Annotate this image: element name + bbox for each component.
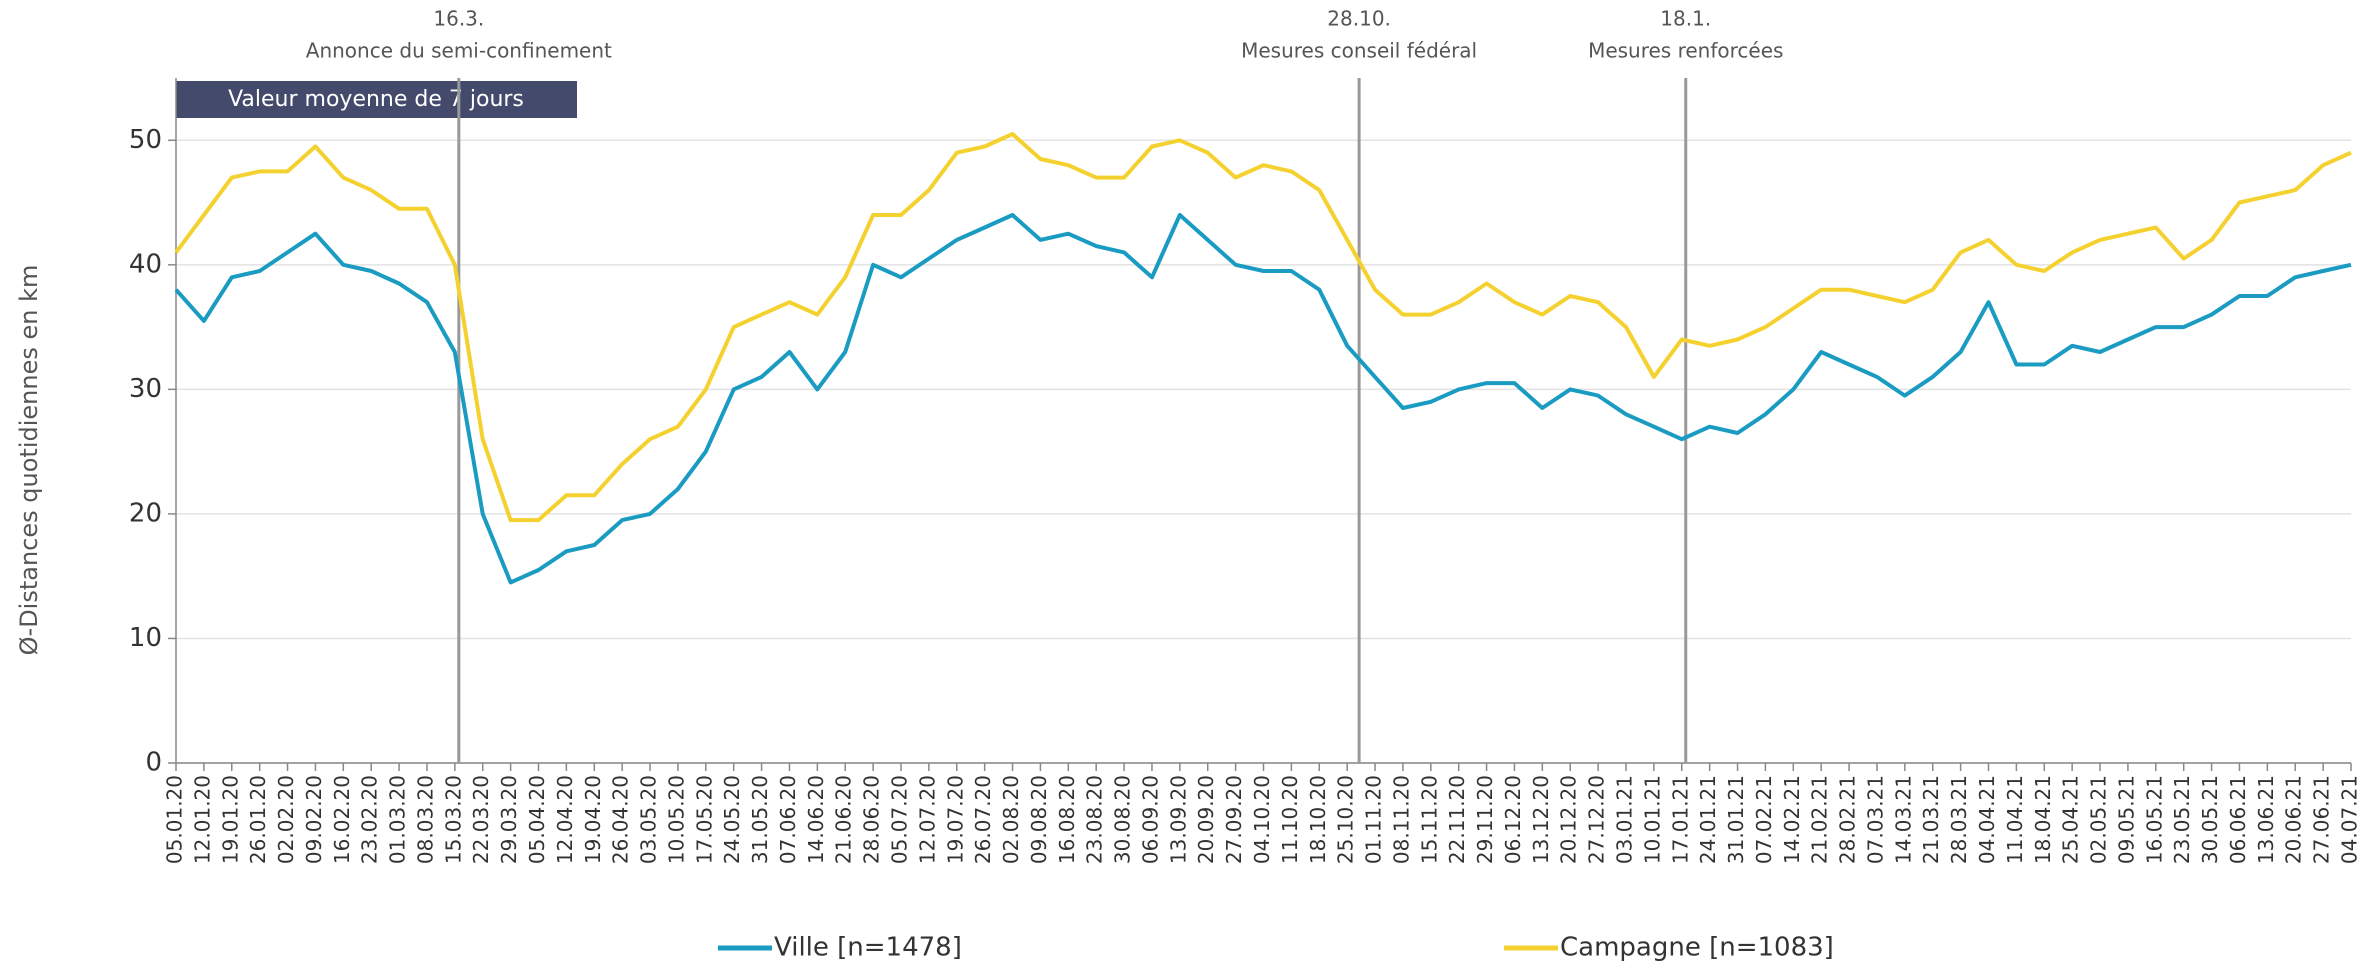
subtitle-box [176,81,577,118]
x-tick-label: 02.02.20 [274,775,298,864]
x-tick-label: 23.02.20 [358,775,382,864]
x-tick-label: 12.07.20 [915,775,939,864]
legend-label: Ville [n=1478] [774,933,962,963]
x-tick-label: 27.06.21 [2310,775,2334,864]
x-tick-label: 27.09.20 [1222,775,1246,864]
x-tick-label: 03.01.21 [1613,775,1637,864]
x-tick-label: 19.07.20 [943,775,967,864]
x-tick-label: 17.05.20 [692,775,716,864]
x-tick-label: 21.02.21 [1808,775,1832,864]
x-tick-label: 08.11.20 [1389,775,1413,864]
x-tick-label: 13.12.20 [1529,775,1553,864]
x-tick-label: 26.04.20 [609,775,633,864]
x-tick-label: 15.11.20 [1417,775,1441,864]
x-tick-label: 14.02.21 [1780,775,1804,864]
x-tick-label: 01.11.20 [1362,775,1386,864]
y-axis-label: Ø-Distances quotidiennes en km [15,265,43,656]
x-tick-label: 10.05.20 [664,775,688,864]
subtitle: Valeur moyenne de 7 jours [228,87,524,112]
x-tick-label: 16.08.20 [1055,775,1079,864]
x-tick-label: 06.06.21 [2226,775,2250,864]
x-tick-label: 07.03.21 [1863,775,1887,864]
annotation-date: 28.10. [1327,7,1391,31]
x-tick-label: 26.07.20 [971,775,995,864]
x-tick-label: 16.02.20 [330,775,354,864]
annotation-text: Annonce du semi-confinement [306,39,612,63]
annotation-date: 18.1. [1660,7,1711,31]
x-tick-label: 06.12.20 [1501,775,1525,864]
x-tick-label: 28.06.20 [860,775,884,864]
x-tick-label: 13.06.21 [2254,775,2278,864]
x-tick-label: 08.03.20 [413,775,437,864]
x-tick-label: 31.01.21 [1724,775,1748,864]
x-tick-label: 13.09.20 [1166,775,1190,864]
x-tick-label: 19.04.20 [581,775,605,864]
x-tick-label: 27.12.20 [1585,775,1609,864]
line [174,132,2352,523]
x-tick-label: 12.04.20 [553,775,577,864]
x-tick-label: 09.02.20 [302,775,326,864]
y-tick-label: 10 [129,623,162,653]
x-tick-label: 05.04.20 [525,775,549,864]
annotation-text: Mesures conseil fédéral [1241,39,1477,63]
x-tick-label: 11.04.21 [2003,775,2027,864]
x-tick-label: 05.01.20 [163,775,187,864]
x-tick-label: 28.03.21 [1947,775,1971,864]
legend-label: Campagne [n=1083] [1560,933,1834,963]
x-tick-label: 21.06.20 [832,775,856,864]
x-tick-label: 20.06.21 [2282,775,2306,864]
x-tick-label: 09.08.20 [1027,775,1051,864]
x-tick-label: 24.05.20 [720,775,744,864]
x-tick-label: 22.11.20 [1445,775,1469,864]
line [174,213,2352,585]
annotation-text: Mesures renforcées [1588,39,1783,63]
x-tick-label: 14.03.21 [1891,775,1915,864]
x-tick-label: 22.03.20 [469,775,493,864]
x-tick-label: 16.05.21 [2142,775,2166,864]
annotation-date: 16.3. [433,7,484,31]
x-tick-label: 17.01.21 [1668,775,1692,864]
y-tick-label: 20 [129,498,162,528]
x-tick-label: 07.02.21 [1752,775,1776,864]
x-tick-label: 20.12.20 [1557,775,1581,864]
x-tick-label: 04.04.21 [1975,775,1999,864]
x-tick-label: 09.05.21 [2114,775,2138,864]
x-tick-label: 02.05.21 [2087,775,2111,864]
x-tick-label: 31.05.20 [748,775,772,864]
y-tick-label: 40 [129,249,162,279]
x-tick-label: 04.07.21 [2338,775,2362,864]
x-tick-label: 18.10.20 [1306,775,1330,864]
x-tick-label: 25.04.21 [2059,775,2083,864]
x-tick-label: 26.01.20 [246,775,270,864]
x-tick-label: 23.08.20 [1083,775,1107,864]
x-tick-label: 02.08.20 [999,775,1023,864]
x-tick-label: 12.01.20 [190,775,214,864]
x-tick-label: 10.01.21 [1640,775,1664,864]
x-tick-label: 24.01.21 [1696,775,1720,864]
y-tick-label: 50 [129,125,162,155]
x-tick-label: 11.10.20 [1278,775,1302,864]
x-tick-label: 29.03.20 [497,775,521,864]
x-tick-label: 28.02.21 [1836,775,1860,864]
x-tick-label: 25.10.20 [1334,775,1358,864]
x-tick-label: 07.06.20 [776,775,800,864]
x-tick-label: 01.03.20 [386,775,410,864]
x-tick-label: 29.11.20 [1473,775,1497,864]
x-tick-label: 14.06.20 [804,775,828,864]
x-tick-label: 23.05.21 [2170,775,2194,864]
x-tick-label: 20.09.20 [1194,775,1218,864]
x-tick-label: 04.10.20 [1250,775,1274,864]
x-tick-label: 15.03.20 [441,775,465,864]
x-tick-label: 30.05.21 [2198,775,2222,864]
x-tick-label: 18.04.21 [2031,775,2055,864]
x-tick-label: 03.05.20 [637,775,661,864]
y-tick-label: 30 [129,374,162,404]
x-tick-label: 19.01.20 [218,775,242,864]
x-tick-label: 21.03.21 [1919,775,1943,864]
x-tick-label: 05.07.20 [888,775,912,864]
x-tick-label: 06.09.20 [1138,775,1162,864]
x-tick-label: 30.08.20 [1111,775,1135,864]
y-tick-label: 0 [145,748,162,778]
